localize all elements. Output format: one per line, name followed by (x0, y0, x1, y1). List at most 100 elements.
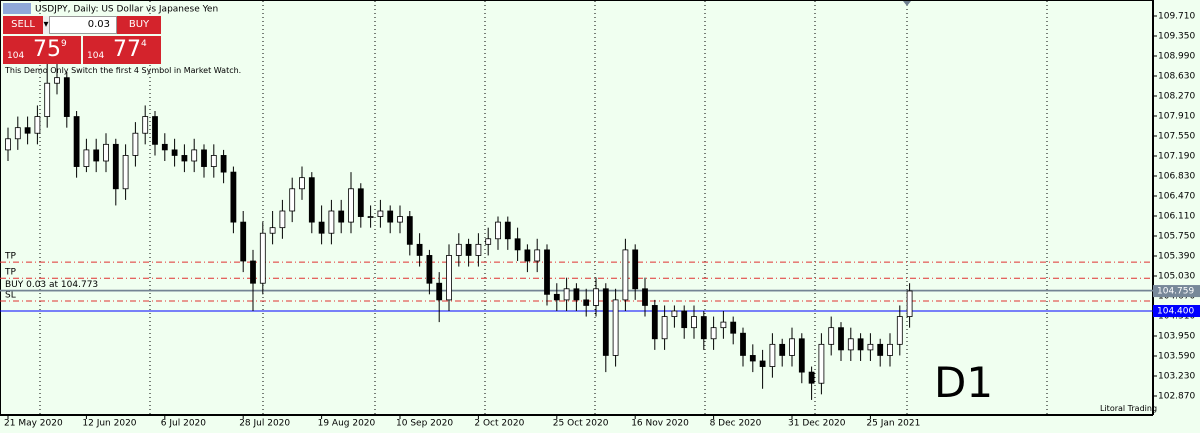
candle-body (524, 249, 531, 262)
candle-body (54, 77, 60, 84)
candle-body (710, 327, 717, 340)
candle-body (534, 249, 541, 262)
order-level-label: TP (4, 252, 16, 262)
candle-body (495, 221, 501, 240)
candle-body (44, 82, 51, 117)
sell-price[interactable]: 104 75 9 (3, 36, 81, 64)
candle-body (602, 288, 609, 356)
timeframe-label: D1 (934, 358, 994, 407)
candle-body (514, 238, 521, 251)
y-tick-label: 109.710 (1158, 12, 1195, 22)
y-tick-label: 102.870 (1158, 392, 1195, 402)
candle-body (328, 210, 335, 234)
candle-body (877, 343, 884, 356)
candle-body (289, 188, 296, 212)
candle-body (357, 188, 364, 217)
y-tick-label: 103.230 (1158, 372, 1195, 382)
sell-pips: 75 (33, 37, 61, 62)
brand: Litoral Trading (1100, 404, 1158, 413)
candle-body (416, 243, 423, 256)
order-level-label: BUY 0.03 at 104.773 (5, 280, 98, 290)
candle-body (24, 127, 31, 134)
y-tick-label: 105.390 (1158, 252, 1195, 262)
buy-price[interactable]: 104 77 4 (83, 36, 161, 64)
candle-body (406, 216, 413, 245)
lot-down[interactable]: ▾ (43, 16, 49, 34)
candle-body (367, 216, 374, 218)
y-tick-label: 108.990 (1158, 52, 1195, 62)
x-tick-label: 10 Sep 2020 (396, 419, 453, 429)
candle-body (465, 243, 472, 256)
candle-body (573, 288, 580, 301)
candle-body (553, 293, 560, 301)
candle-body (847, 338, 854, 351)
plot-border (0, 0, 1153, 415)
candle-body (279, 210, 286, 229)
candle-body (808, 371, 815, 384)
price-marker-label: 104.759 (1157, 287, 1194, 297)
candle-body (896, 316, 903, 345)
candle-body (906, 290, 913, 317)
candle-body (642, 288, 648, 306)
candle-body (387, 210, 394, 223)
lot-input[interactable]: 0.03 (49, 16, 117, 34)
candle-body (759, 360, 766, 367)
candle-body (191, 149, 198, 162)
sell-button[interactable]: SELL (3, 16, 43, 34)
candle-body (779, 343, 786, 356)
order-level-label: SL (5, 291, 16, 301)
candle-body (308, 177, 315, 223)
y-tick-label: 106.470 (1158, 192, 1195, 202)
candle-body (397, 216, 403, 223)
candle-body (240, 221, 247, 262)
candle-body (63, 77, 70, 117)
x-tick-label: 31 Dec 2020 (788, 419, 846, 429)
candle-body (348, 188, 354, 223)
candle-body (818, 343, 825, 384)
candle-body (299, 177, 305, 190)
candle-body (220, 155, 227, 173)
candle-body (475, 243, 482, 256)
candle-body (632, 249, 639, 290)
y-tick-label: 106.110 (1158, 212, 1195, 222)
buy-button[interactable]: BUY (117, 16, 161, 34)
x-tick-label: 12 Jun 2020 (82, 419, 136, 429)
price-marker-label: 104.400 (1157, 307, 1194, 317)
buy-fraction: 4 (141, 39, 147, 49)
y-tick-label: 105.030 (1158, 272, 1195, 282)
trade-panel: SELL ▾ 0.03 BUY 104 75 9 104 77 4 (3, 16, 161, 64)
candle-body (152, 116, 158, 145)
candle-body (446, 255, 452, 301)
candle-body (681, 310, 688, 329)
candle-body (730, 321, 737, 334)
candle-body (740, 332, 746, 356)
candle-body (700, 316, 707, 340)
candle-body (230, 171, 237, 223)
candle-body (181, 155, 188, 162)
candle-body (142, 116, 149, 134)
candle-body (544, 249, 550, 295)
candle-body (769, 343, 776, 367)
price-marker-box (1153, 285, 1200, 298)
candle-body (259, 232, 266, 284)
x-tick-label: 16 Nov 2020 (631, 419, 689, 429)
candle-body (661, 316, 668, 340)
candle-body (436, 282, 443, 301)
x-tick-label: 25 Oct 2020 (553, 419, 609, 429)
notice: This Demo Only Switch the first 4 Symbol… (5, 66, 242, 75)
chart-title: USDJPY, Daily: US Dollar vs Japanese Yen (35, 5, 218, 15)
candle-body (14, 127, 21, 140)
candle-body (720, 321, 727, 329)
x-tick-label: 21 May 2020 (4, 419, 63, 429)
candle-body (83, 149, 90, 167)
candle-body (504, 221, 511, 240)
sell-fraction: 9 (61, 39, 67, 49)
candle-body (5, 138, 11, 151)
candle-body (583, 299, 590, 306)
candle-body (171, 149, 178, 156)
lot-value: 0.03 (87, 19, 110, 30)
candle-body (563, 288, 570, 301)
candle-body (426, 255, 433, 284)
